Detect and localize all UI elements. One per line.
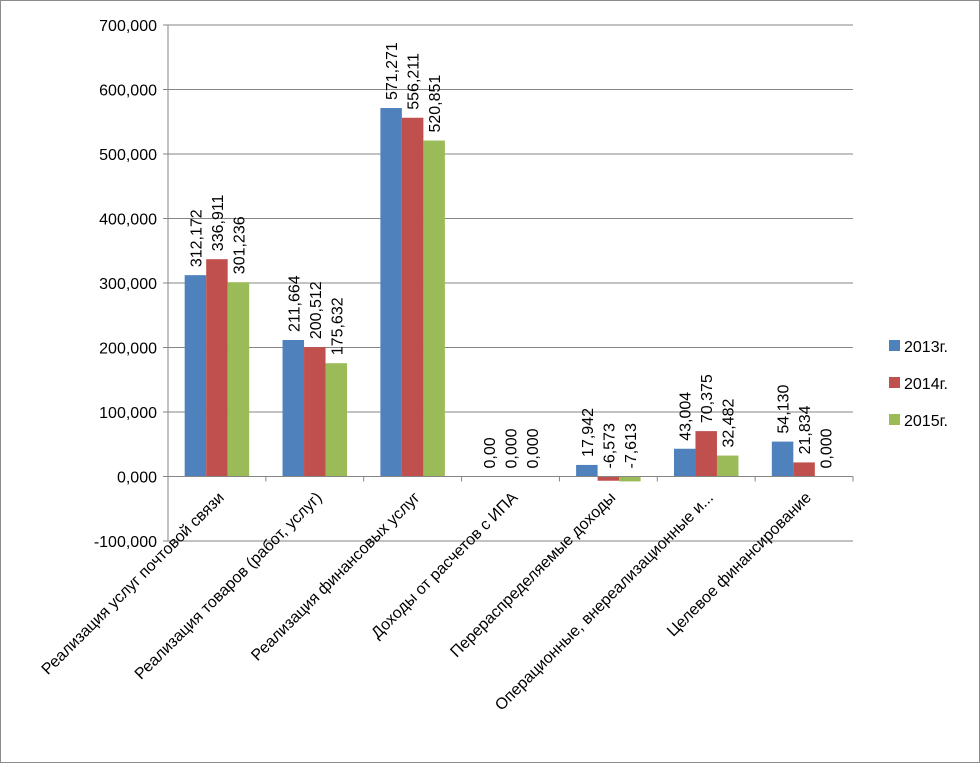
legend-label: 2015г. xyxy=(904,413,948,430)
data-label: 0,000 xyxy=(504,428,521,468)
data-label: 43,004 xyxy=(678,392,695,441)
data-label: 32,482 xyxy=(721,399,738,448)
bar xyxy=(771,441,794,477)
data-label: 0,000 xyxy=(819,428,836,468)
y-tick-label: 400,000 xyxy=(99,212,157,229)
data-labels: 312,172 211,664 571,271 0,00 17,942 43,004 54,… xyxy=(188,42,835,468)
legend-swatch xyxy=(889,414,900,425)
bar xyxy=(325,363,348,477)
data-label: 301,236 xyxy=(231,216,248,274)
bar xyxy=(227,282,250,477)
data-label: 17,942 xyxy=(580,408,597,457)
bar xyxy=(282,339,305,477)
data-label: 312,172 xyxy=(188,209,205,267)
data-label: 556,211 xyxy=(406,53,423,110)
bar xyxy=(304,347,326,477)
bar xyxy=(206,259,228,477)
x-category-label: Реализация услуг почтовой связи xyxy=(39,489,228,678)
legend: 2013г. 2014г. 2015г. xyxy=(889,339,948,430)
data-label: 175,632 xyxy=(329,297,346,355)
data-label: 336,911 xyxy=(210,194,227,251)
data-label: 0,000 xyxy=(525,428,542,468)
x-category-label: Перераспределяемые доходы xyxy=(447,489,619,661)
bar xyxy=(793,462,815,477)
data-label: 21,834 xyxy=(797,405,814,454)
y-tick-label: 500,000 xyxy=(99,147,157,164)
y-axis: 700,000 600,000 500,000 400,000 300,000 200,0… xyxy=(94,18,169,551)
bar xyxy=(576,464,598,477)
bar xyxy=(597,476,620,481)
data-label: 54,130 xyxy=(776,385,793,434)
x-category-label: Реализация финансовых услуг xyxy=(248,489,423,664)
bar xyxy=(401,117,424,477)
data-label: 571,271 xyxy=(384,42,401,100)
bars xyxy=(184,108,815,482)
data-label: 211,664 xyxy=(286,275,303,332)
x-category-label: Операционные, внереализационные и... xyxy=(492,489,717,714)
y-tick-label: 200,000 xyxy=(99,341,157,358)
legend-label: 2013г. xyxy=(904,339,948,356)
legend-swatch xyxy=(889,340,900,351)
data-label: -6,573 xyxy=(601,423,618,468)
data-label: 520,851 xyxy=(427,75,444,133)
y-tick-label: 0,000 xyxy=(117,470,157,487)
x-axis: Реализация услуг почтовой связиРеализаци… xyxy=(39,476,854,714)
y-tick-label: 300,000 xyxy=(99,276,157,293)
data-label: -7,613 xyxy=(623,423,640,468)
bar xyxy=(184,275,207,477)
y-tick-label: 700,000 xyxy=(99,18,157,35)
bar xyxy=(673,448,696,477)
y-tick-label: 600,000 xyxy=(99,83,157,100)
bar xyxy=(619,476,641,482)
y-tick-label: -100,000 xyxy=(94,534,157,551)
data-label: 70,375 xyxy=(699,374,716,423)
gridlines xyxy=(168,24,853,542)
bar xyxy=(380,108,402,477)
legend-label: 2014г. xyxy=(904,376,948,393)
y-tick-label: 100,000 xyxy=(99,405,157,422)
x-category-label: Реализация товаров (работ, услуг) xyxy=(132,489,326,683)
bar xyxy=(423,140,445,477)
data-label: 0,00 xyxy=(482,437,499,468)
legend-swatch xyxy=(889,377,900,388)
data-label: 200,512 xyxy=(308,281,325,339)
bar xyxy=(695,431,717,477)
bar xyxy=(716,455,739,477)
